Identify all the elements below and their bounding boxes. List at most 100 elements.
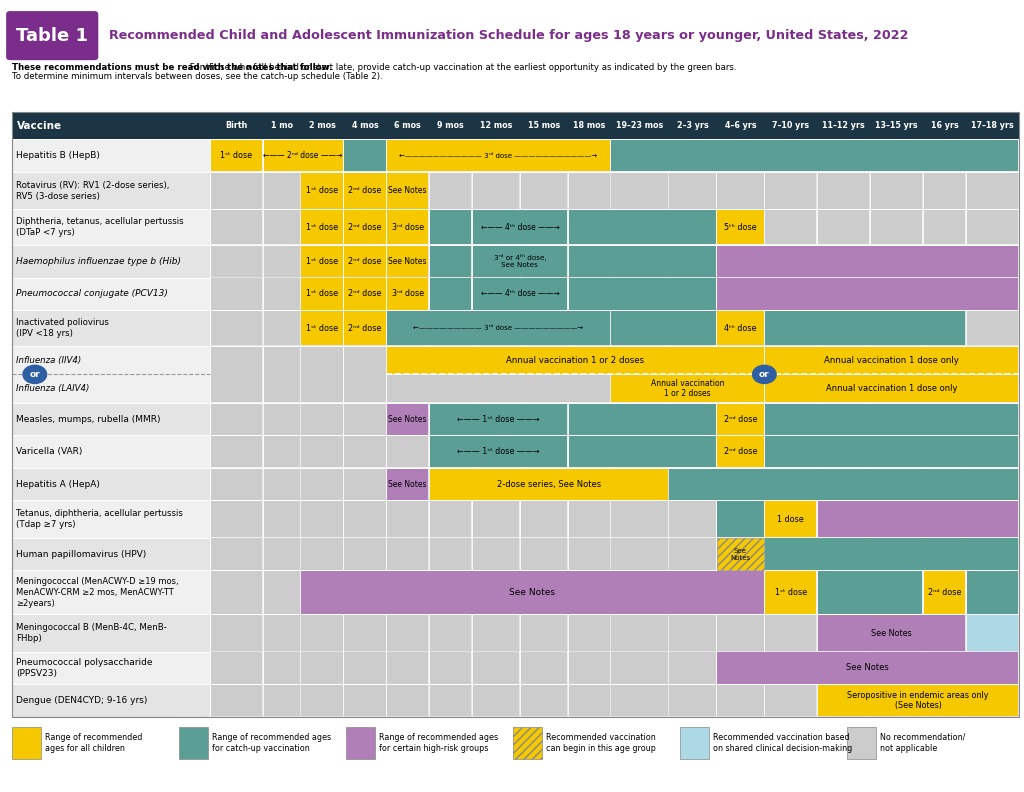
Bar	[611, 653, 668, 683]
Bar	[473, 539, 519, 569]
Bar	[344, 436, 385, 467]
Text: Recommended vaccination based
on shared clinical decision-making: Recommended vaccination based on shared …	[713, 733, 852, 753]
Text: Haemophilus influenzae type b (Hib): Haemophilus influenzae type b (Hib)	[16, 257, 181, 266]
Bar	[387, 278, 428, 310]
Bar	[211, 403, 262, 435]
Text: 13–15 yrs: 13–15 yrs	[876, 121, 918, 131]
Bar	[344, 685, 385, 716]
Bar	[818, 173, 869, 209]
Bar	[717, 685, 764, 716]
Bar	[211, 246, 262, 277]
Text: 15 mos: 15 mos	[527, 121, 560, 131]
Text: 2 mos: 2 mos	[308, 121, 336, 131]
Bar	[818, 501, 1018, 537]
Bar	[211, 571, 262, 614]
Bar	[765, 403, 1018, 435]
Bar	[871, 173, 923, 209]
Bar	[670, 685, 716, 716]
FancyBboxPatch shape	[6, 11, 98, 60]
Text: 7–10 yrs: 7–10 yrs	[772, 121, 809, 131]
Bar	[430, 615, 471, 651]
Text: Range of recommended
ages for all children: Range of recommended ages for all childr…	[45, 733, 142, 753]
Bar	[387, 469, 428, 500]
Bar	[818, 571, 923, 614]
Bar	[924, 571, 966, 614]
Bar	[430, 246, 471, 277]
Bar	[924, 210, 966, 245]
Bar	[211, 173, 262, 209]
Text: 1ˢᵗ dose: 1ˢᵗ dose	[306, 257, 338, 266]
Bar	[387, 173, 428, 209]
Text: 1ˢᵗ dose: 1ˢᵗ dose	[306, 186, 338, 195]
Bar	[765, 210, 816, 245]
Text: 2ⁿᵈ dose: 2ⁿᵈ dose	[348, 223, 382, 232]
Bar	[387, 501, 428, 537]
Bar	[568, 246, 716, 277]
Bar	[211, 310, 262, 345]
Bar	[301, 469, 343, 500]
Text: Table 1: Table 1	[16, 27, 88, 44]
Bar	[12, 570, 1019, 615]
Text: 5ᵗʰ dose: 5ᵗʰ dose	[724, 223, 757, 232]
Text: 17–18 yrs: 17–18 yrs	[971, 121, 1014, 131]
Bar	[12, 436, 1019, 468]
Text: 2ⁿᵈ dose: 2ⁿᵈ dose	[348, 257, 382, 266]
Bar	[344, 539, 385, 569]
Bar	[967, 173, 1018, 209]
Circle shape	[24, 365, 47, 383]
Text: 2ⁿᵈ dose: 2ⁿᵈ dose	[348, 289, 382, 299]
Bar	[568, 278, 716, 310]
Text: Annual vaccination 1 or 2 doses: Annual vaccination 1 or 2 doses	[506, 356, 644, 364]
Text: 11–12 yrs: 11–12 yrs	[822, 121, 865, 131]
Bar	[765, 501, 816, 537]
Bar	[211, 685, 262, 716]
Bar	[179, 727, 208, 759]
Bar	[847, 727, 876, 759]
Text: Range of recommended ages
for catch-up vaccination: Range of recommended ages for catch-up v…	[212, 733, 331, 753]
Bar	[344, 173, 385, 209]
Bar	[765, 615, 816, 651]
Circle shape	[753, 365, 776, 383]
Text: 1ˢᵗ dose: 1ˢᵗ dose	[775, 588, 807, 597]
Bar	[263, 403, 300, 435]
Text: ←—— 4ᵗʰ dose ——→: ←—— 4ᵗʰ dose ——→	[480, 289, 559, 299]
Bar	[430, 403, 567, 435]
Bar	[12, 501, 1019, 538]
Text: 16 yrs: 16 yrs	[931, 121, 958, 131]
Text: Recommended Child and Adolescent Immunization Schedule for ages 18 years or youn: Recommended Child and Adolescent Immuniz…	[109, 29, 908, 42]
Bar	[12, 346, 1019, 403]
Bar	[387, 310, 610, 345]
Bar	[387, 615, 428, 651]
Bar	[670, 653, 716, 683]
Bar	[670, 501, 716, 537]
Bar	[387, 436, 428, 467]
Bar	[521, 501, 567, 537]
Bar	[387, 685, 428, 716]
Bar	[263, 210, 300, 245]
Bar	[12, 727, 41, 759]
Text: For those who fall behind or start late, provide catch-up vaccination at the ear: For those who fall behind or start late,…	[187, 63, 737, 72]
Text: These recommendations must be read with the notes that follow.: These recommendations must be read with …	[12, 63, 333, 72]
Text: 9 mos: 9 mos	[437, 121, 464, 131]
Bar	[717, 246, 1018, 277]
Bar	[211, 140, 262, 171]
Bar	[765, 173, 816, 209]
Text: 19–23 mos: 19–23 mos	[616, 121, 664, 131]
Bar	[473, 685, 519, 716]
Bar	[513, 727, 542, 759]
Bar	[211, 278, 262, 310]
Text: ←—— 1ˢᵗ dose ——→: ←—— 1ˢᵗ dose ——→	[457, 447, 540, 456]
Bar	[765, 310, 966, 345]
Bar	[344, 615, 385, 651]
Bar	[301, 539, 343, 569]
Bar	[301, 653, 343, 683]
Bar	[568, 539, 610, 569]
Text: ←—— 1ˢᵗ dose ——→: ←—— 1ˢᵗ dose ——→	[457, 415, 540, 424]
Text: 1ˢᵗ dose: 1ˢᵗ dose	[306, 223, 338, 232]
Bar	[473, 173, 519, 209]
Text: Vaccine: Vaccine	[17, 121, 62, 131]
Bar	[344, 310, 385, 345]
Bar	[967, 310, 1018, 345]
Bar	[717, 615, 764, 651]
Text: See Notes: See Notes	[871, 629, 912, 638]
